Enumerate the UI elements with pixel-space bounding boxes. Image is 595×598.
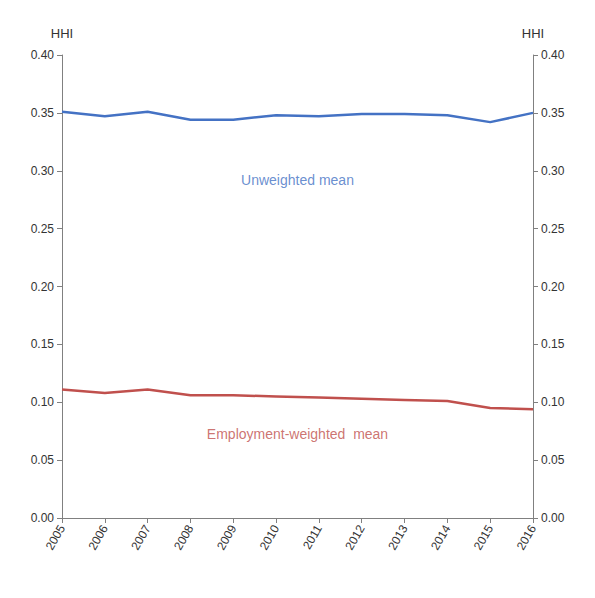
svg-text:2005: 2005 (43, 522, 69, 552)
svg-text:0.20: 0.20 (541, 280, 565, 294)
svg-text:0.20: 0.20 (31, 280, 55, 294)
svg-text:Employment-weighted mean: Employment-weighted mean (207, 426, 388, 442)
svg-text:0.10: 0.10 (541, 395, 565, 409)
svg-text:0.35: 0.35 (541, 106, 565, 120)
svg-text:HHI: HHI (522, 26, 544, 41)
svg-text:2015: 2015 (471, 522, 497, 552)
svg-text:0.40: 0.40 (31, 48, 55, 62)
svg-text:0.05: 0.05 (541, 453, 565, 467)
svg-text:2007: 2007 (128, 522, 154, 552)
svg-text:2006: 2006 (85, 522, 111, 552)
svg-text:0.25: 0.25 (541, 222, 565, 236)
svg-text:0.00: 0.00 (31, 511, 55, 525)
svg-text:2012: 2012 (342, 522, 368, 552)
svg-text:0.35: 0.35 (31, 106, 55, 120)
svg-text:0.00: 0.00 (541, 511, 565, 525)
svg-text:2009: 2009 (214, 522, 240, 552)
svg-text:0.30: 0.30 (541, 164, 565, 178)
svg-text:0.40: 0.40 (541, 48, 565, 62)
svg-text:2008: 2008 (171, 522, 197, 552)
svg-text:0.25: 0.25 (31, 222, 55, 236)
svg-text:2011: 2011 (300, 522, 325, 552)
svg-text:0.30: 0.30 (31, 164, 55, 178)
svg-text:Unweighted mean: Unweighted mean (241, 172, 354, 188)
svg-text:2013: 2013 (385, 522, 411, 552)
svg-text:0.05: 0.05 (31, 453, 55, 467)
svg-text:2016: 2016 (514, 522, 540, 552)
svg-text:HHI: HHI (51, 26, 73, 41)
svg-text:0.15: 0.15 (31, 337, 55, 351)
svg-text:2010: 2010 (257, 522, 283, 552)
svg-text:2014: 2014 (428, 522, 454, 552)
svg-text:0.15: 0.15 (541, 337, 565, 351)
svg-text:0.10: 0.10 (31, 395, 55, 409)
